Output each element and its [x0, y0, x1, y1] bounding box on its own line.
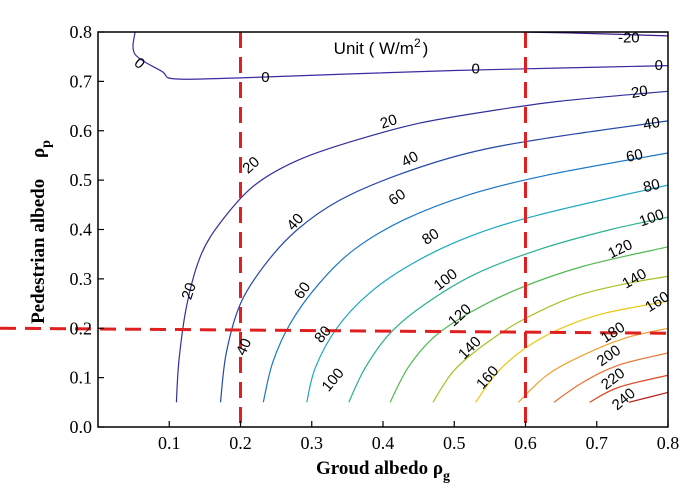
axes-box [97, 31, 669, 428]
contour-label: 20 [179, 281, 200, 302]
x-axis-label-text: Groud albedo ρ [316, 458, 443, 479]
x-tick-label: 0.8 [657, 433, 680, 453]
contour-label: 80 [419, 225, 442, 248]
contour-label: 140 [619, 265, 649, 292]
contour-line-240 [628, 391, 668, 403]
plot-clipped-group [132, 32, 668, 427]
contour-label: 140 [455, 333, 485, 363]
contour-label: 80 [641, 176, 661, 197]
contour-label: 40 [233, 336, 255, 358]
y-tick-label: 0.2 [70, 318, 93, 338]
unit-annotation-close: ) [423, 39, 429, 58]
x-tick-label: 0.1 [158, 433, 181, 453]
y-axis-label: Pedestrian albedo ρp [28, 140, 54, 324]
unit-annotation-text: Unit ( W/m [334, 39, 414, 58]
contour-label: 60 [625, 146, 645, 166]
y-tick-label: 0.4 [70, 220, 93, 240]
contour-label: 20 [378, 111, 399, 132]
contour-label: 0 [131, 55, 149, 73]
x-tick-label: 0.2 [229, 433, 252, 453]
axes: 0.1 0.2 0.3 0.4 0.5 0.6 0.7 0.8 0.0 0.1 0.2 0.3 0.4 0… [70, 22, 680, 453]
contour-line-60 [262, 152, 668, 403]
y-tick-label: 0.1 [70, 368, 93, 388]
contour-label: 60 [386, 186, 409, 209]
y-axis-label-text: Pedestrian albedo [28, 174, 49, 324]
x-tick-label: 0.5 [443, 433, 466, 453]
contour-label: 20 [239, 153, 263, 177]
reference-line-y-0.2 [0, 326, 669, 335]
contour-label: 160 [473, 363, 502, 393]
y-tick-label: 0.3 [70, 269, 93, 289]
y-axis-label-subscript: p [39, 140, 54, 148]
x-tick-label: 0.7 [586, 433, 609, 453]
contour-label: 100 [637, 206, 666, 231]
contour-line-100 [348, 216, 668, 403]
contour-label: 40 [642, 114, 661, 134]
x-tick-label: 0.3 [301, 433, 324, 453]
y-tick-label: 0.7 [70, 71, 93, 91]
x-axis-label-subscript: g [443, 469, 450, 484]
contour-line-160 [475, 300, 668, 403]
x-tick-label: 0.4 [372, 433, 395, 453]
contour-line-120 [389, 246, 668, 403]
contour-label: 60 [291, 279, 314, 302]
contour-label: 80 [311, 323, 335, 347]
y-tick-label: 0.6 [70, 121, 93, 141]
contour-line-20 [175, 90, 668, 403]
y-tick-label: 0.8 [70, 22, 93, 42]
contour-line-0 [132, 32, 668, 80]
contour-label: 100 [319, 365, 348, 395]
y-axis-label-symbol: ρ [28, 148, 49, 158]
contour-label: 200 [594, 342, 624, 370]
contour-line-80 [306, 184, 668, 403]
contour-line-180 [517, 327, 668, 403]
contour-label: 40 [283, 210, 307, 234]
contour-label: 100 [431, 265, 461, 294]
contour-line-40 [219, 120, 668, 403]
contour-label: 40 [399, 148, 422, 171]
contour-line-220 [589, 374, 668, 403]
contour-label: -20 [618, 29, 640, 46]
contour-label: 120 [605, 236, 635, 262]
unit-annotation: Unit ( W/m2) [334, 36, 429, 58]
contour-label: 0 [471, 61, 479, 78]
contour-label: 0 [261, 69, 269, 86]
y-tick-label: 0.5 [70, 170, 93, 190]
x-tick-label: 0.6 [514, 433, 537, 453]
unit-annotation-superscript: 2 [414, 36, 421, 50]
contour-label: 0 [655, 57, 663, 74]
contour-line-200 [553, 352, 668, 403]
x-axis-label: Groud albedo ρg [316, 458, 450, 484]
y-tick-label: 0.0 [70, 417, 93, 437]
contour-label: 20 [630, 82, 649, 102]
